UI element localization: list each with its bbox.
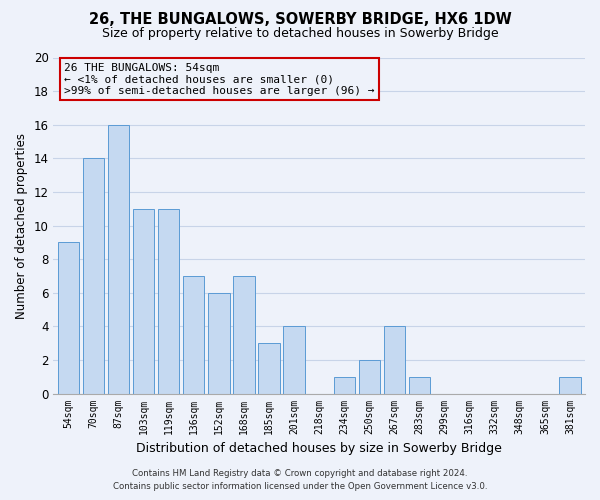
Bar (133, 208, 154, 394)
Text: 26 THE BUNGALOWS: 54sqm
← <1% of detached houses are smaller (0)
>99% of semi-de: 26 THE BUNGALOWS: 54sqm ← <1% of detache… (64, 62, 374, 96)
Bar (334, 377, 355, 394)
Text: Contains HM Land Registry data © Crown copyright and database right 2024.
Contai: Contains HM Land Registry data © Crown c… (113, 469, 487, 491)
Bar (409, 377, 430, 394)
Bar (384, 326, 405, 394)
Y-axis label: Number of detached properties: Number of detached properties (15, 132, 28, 318)
Bar (259, 343, 280, 394)
Bar (559, 377, 581, 394)
Bar (208, 292, 230, 394)
Bar (83, 158, 104, 394)
Bar (359, 360, 380, 394)
Text: 26, THE BUNGALOWS, SOWERBY BRIDGE, HX6 1DW: 26, THE BUNGALOWS, SOWERBY BRIDGE, HX6 1… (89, 12, 511, 28)
Bar (158, 208, 179, 394)
Bar (58, 242, 79, 394)
Text: Size of property relative to detached houses in Sowerby Bridge: Size of property relative to detached ho… (101, 28, 499, 40)
Bar (233, 276, 254, 394)
Bar (108, 124, 129, 394)
Bar (183, 276, 205, 394)
Bar (283, 326, 305, 394)
X-axis label: Distribution of detached houses by size in Sowerby Bridge: Distribution of detached houses by size … (136, 442, 502, 455)
